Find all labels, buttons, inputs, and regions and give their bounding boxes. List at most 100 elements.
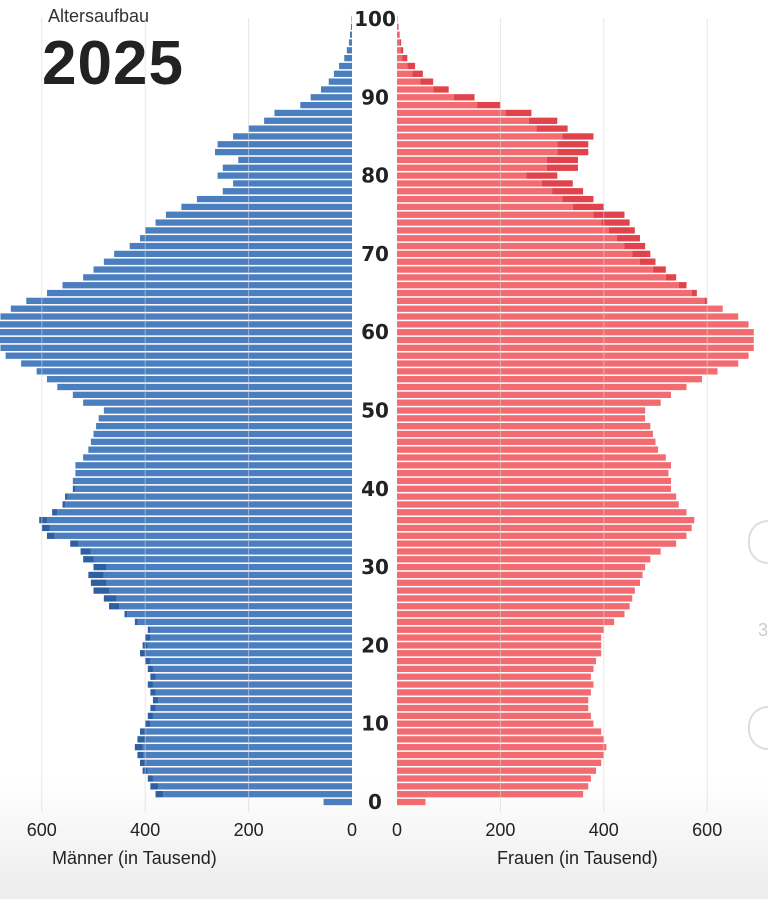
men-bar-age-81 [222,164,352,171]
men-bar-age-18 [150,657,352,665]
women-bar-age-52 [397,391,672,398]
women-bar-age-20 [397,642,602,649]
men-bar-extra-age-29 [88,571,104,579]
men-bar-age-49 [98,415,352,422]
men-bar-age-26 [116,595,352,602]
men-bar-age-17 [152,665,352,673]
men-bar-extra-age-15 [147,681,153,688]
women-bar-extra-age-91 [433,86,449,93]
women-bar-extra-age-68 [652,266,666,273]
women-bar-extra-age-69 [639,258,656,265]
age-tick-50: 50 [361,399,389,423]
women-bar-age-5 [397,759,602,766]
women-bar-age-40 [397,485,672,492]
men-bar-age-11 [152,712,352,720]
women-bar-extra-age-67 [665,274,677,281]
men-bar-age-70 [114,250,353,258]
men-bar-age-36 [46,516,352,524]
men-bar-age-28 [106,579,352,586]
men-bar-age-66 [62,282,352,289]
women-bar-age-100 [397,15,398,23]
x-tick-labels: 600 400 200 0 0 200 400 600 [27,820,722,840]
men-bar-extra-age-27 [93,587,110,594]
men-bar-age-6 [143,751,352,759]
men-bar-age-30 [106,563,352,571]
women-bar-age-21 [397,634,602,641]
women-x-tick-200: 200 [485,820,515,840]
men-bar-age-78 [222,188,352,195]
women-bar-age-9 [397,728,602,735]
women-bars [397,15,754,806]
women-bar-extra-age-99 [398,23,399,30]
men-bar-age-38 [65,501,352,508]
women-bar-age-70 [397,250,633,258]
chart-subtitle: Altersaufbau [48,6,150,26]
men-bars [0,15,353,806]
women-bar-age-56 [397,360,739,367]
age-tick-80: 80 [361,164,389,188]
men-bar-age-45 [88,446,352,453]
women-bar-extra-age-92 [420,78,434,85]
men-bar-age-95 [344,55,352,62]
men-bar-extra-age-37 [52,509,58,516]
women-bar-age-43 [397,462,672,469]
women-bar-age-57 [397,352,749,359]
women-bar-extra-age-97 [399,39,402,46]
men-bar-age-53 [57,383,353,391]
women-bar-extra-age-71 [624,242,646,250]
women-bar-age-23 [397,618,615,626]
women-bar-age-98 [397,31,399,38]
women-bar-extra-age-72 [616,235,640,242]
men-bar-age-80 [217,172,352,179]
men-bar-age-0 [323,798,352,806]
men-bar-age-62 [0,313,352,320]
women-bar-age-35 [397,524,692,532]
women-bar-age-4 [397,767,597,774]
men-x-tick-0: 0 [347,820,357,840]
women-bar-age-1 [397,791,584,798]
women-bar-age-28 [397,579,640,586]
women-bar-age-18 [397,657,597,665]
women-bar-age-37 [397,509,687,516]
men-bar-age-15 [152,681,352,688]
men-x-tick-400: 400 [130,820,160,840]
women-bar-age-92 [397,78,421,85]
men-bar-extra-age-6 [137,751,144,759]
women-bar-extra-age-64 [704,297,708,305]
women-bar-extra-age-73 [608,227,635,234]
women-bar-age-15 [397,681,594,688]
men-bar-extra-age-32 [80,548,91,555]
men-bar-extra-age-18 [145,657,151,665]
men-bar-age-94 [339,62,352,70]
women-bar-age-26 [397,595,633,602]
men-bar-age-74 [155,219,352,226]
men-bar-age-48 [96,423,353,430]
men-bar-age-51 [83,399,352,406]
men-bar-age-72 [140,235,352,242]
women-bar-extra-age-98 [398,31,400,38]
women-bar-age-33 [397,540,677,547]
men-bar-extra-age-12 [150,704,156,712]
men-bar-age-3 [152,775,352,782]
women-bar-age-29 [397,571,643,579]
women-bar-age-66 [397,282,679,289]
men-bar-age-4 [147,767,352,774]
men-bar-age-22 [150,626,352,633]
men-bar-age-60 [0,329,353,336]
women-bar-extra-age-84 [557,141,589,148]
women-bar-extra-age-85 [562,133,594,140]
men-bar-age-61 [0,321,353,328]
men-bar-extra-age-19 [140,650,146,657]
women-bar-age-34 [397,532,687,539]
women-bar-age-12 [397,704,589,712]
men-bar-age-21 [150,634,352,641]
men-bar-age-63 [10,305,353,312]
women-bar-age-48 [397,423,651,430]
women-bar-extra-age-75 [593,211,625,218]
women-x-tick-0: 0 [392,820,402,840]
women-bar-age-30 [397,563,646,571]
men-bar-extra-age-31 [83,556,94,563]
men-bar-age-93 [333,70,352,77]
women-bar-extra-age-80 [526,172,558,179]
women-bar-age-88 [397,109,506,117]
